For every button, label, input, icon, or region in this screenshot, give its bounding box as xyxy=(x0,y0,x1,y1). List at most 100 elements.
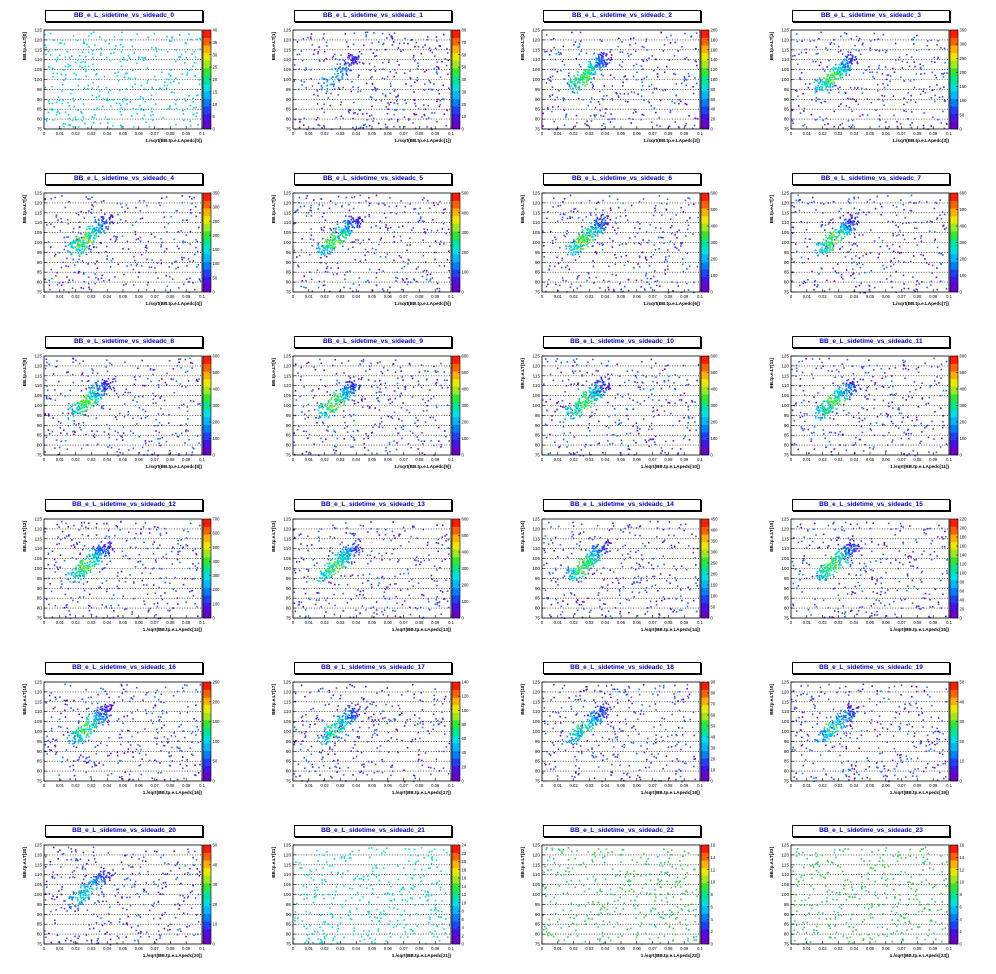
bin xyxy=(614,229,616,231)
bin xyxy=(855,217,857,219)
bin xyxy=(164,216,166,218)
color-scale-segment xyxy=(203,99,211,107)
bin xyxy=(159,422,161,424)
y-tick-label: 85 xyxy=(286,107,292,112)
bin xyxy=(570,246,572,248)
bin xyxy=(342,70,344,72)
bin xyxy=(570,195,572,197)
bin xyxy=(822,224,824,226)
bin xyxy=(331,83,333,85)
bin xyxy=(874,240,876,242)
bin xyxy=(396,100,398,102)
bin xyxy=(181,257,183,259)
bin xyxy=(68,413,70,415)
bin xyxy=(396,109,398,111)
bin xyxy=(354,196,356,198)
bin xyxy=(869,286,871,288)
bin xyxy=(293,223,295,225)
bin xyxy=(678,103,680,105)
bin xyxy=(829,232,831,234)
x-tick-label: 0.09 xyxy=(929,294,938,299)
y-tick-label: 105 xyxy=(781,230,789,235)
bin xyxy=(321,227,323,229)
bin xyxy=(394,90,396,92)
bin xyxy=(310,78,312,80)
bin xyxy=(844,59,846,61)
bin xyxy=(82,116,84,118)
bin xyxy=(348,65,350,67)
bin xyxy=(593,228,595,230)
bin xyxy=(872,71,874,73)
bin xyxy=(78,271,80,273)
bin xyxy=(321,77,323,79)
bin xyxy=(132,86,134,88)
bin xyxy=(400,257,402,259)
y-tick-label: 75 xyxy=(784,290,790,295)
x-tick-label: 0.01 xyxy=(305,131,314,136)
bin xyxy=(109,223,111,225)
bin xyxy=(369,69,371,71)
bin xyxy=(46,437,48,439)
bin xyxy=(156,51,158,53)
bin xyxy=(651,84,653,86)
y-tick-label: 90 xyxy=(535,97,541,102)
bin xyxy=(329,251,331,253)
bin xyxy=(334,249,336,251)
bin xyxy=(337,224,339,226)
bin xyxy=(359,62,361,64)
bin xyxy=(135,234,137,236)
bin xyxy=(107,122,109,124)
bin xyxy=(547,284,549,286)
bin xyxy=(680,245,682,247)
bin xyxy=(55,59,57,61)
x-tick-label: 0.02 xyxy=(819,294,828,299)
bin xyxy=(561,260,563,262)
bin xyxy=(382,44,384,46)
bin xyxy=(84,123,86,125)
bin xyxy=(840,103,842,105)
bin xyxy=(114,72,116,74)
bin xyxy=(582,240,584,242)
bin xyxy=(98,231,100,233)
bin xyxy=(847,56,849,58)
bin xyxy=(93,237,95,239)
bin xyxy=(73,358,75,360)
bin xyxy=(436,288,438,290)
bin xyxy=(389,287,391,289)
bin xyxy=(678,126,680,128)
bin xyxy=(631,91,633,93)
bin xyxy=(889,248,891,250)
bin xyxy=(60,218,62,220)
y-tick-label: 100 xyxy=(532,77,540,82)
bin xyxy=(180,230,182,232)
bin xyxy=(829,249,831,251)
bin xyxy=(389,104,391,106)
bin xyxy=(596,223,598,225)
bin xyxy=(349,221,351,223)
bin xyxy=(422,276,424,278)
bin xyxy=(337,78,339,80)
bin xyxy=(687,197,689,199)
bin xyxy=(329,228,331,230)
bin xyxy=(385,224,387,226)
bin xyxy=(92,370,94,372)
bin xyxy=(840,50,842,52)
bin xyxy=(840,240,842,242)
bin xyxy=(586,75,588,77)
bin xyxy=(898,226,900,228)
bin xyxy=(125,389,127,391)
x-tick-label: 0.06 xyxy=(135,294,144,299)
bin xyxy=(88,66,90,68)
bin xyxy=(322,238,324,240)
bin xyxy=(158,443,160,445)
x-tick-label: 0 xyxy=(292,131,295,136)
bin xyxy=(182,219,184,221)
bin xyxy=(151,94,153,96)
bin xyxy=(147,80,149,82)
bin xyxy=(839,86,841,88)
bin xyxy=(93,228,95,230)
bin xyxy=(351,62,353,64)
bin xyxy=(342,231,344,233)
bin xyxy=(842,223,844,225)
bin xyxy=(562,277,564,279)
